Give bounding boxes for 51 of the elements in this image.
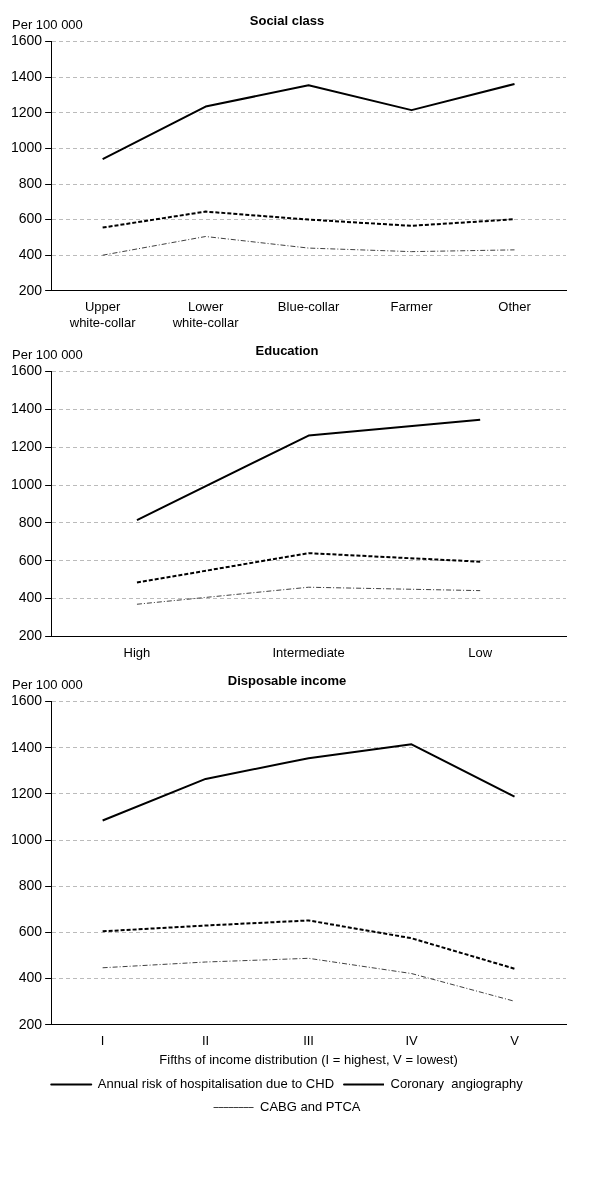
y-tick-label: 800 xyxy=(18,877,43,894)
x-tick-label: Other xyxy=(498,299,532,315)
x-axis-title: Fifths of income distribution (I = highest, V = lowest) xyxy=(159,1051,458,1067)
y-tick-label: 200 xyxy=(18,281,43,298)
line-series xyxy=(101,210,516,229)
line-series xyxy=(102,236,516,256)
y-tick-label: 400 xyxy=(18,589,43,606)
x-tick-label: II xyxy=(201,1033,210,1049)
y-tick-label: 1200 xyxy=(10,103,43,120)
x-tick-label: IV xyxy=(405,1033,419,1049)
y-tick-label: 1400 xyxy=(10,400,43,417)
x-tick-label: Blue-collar xyxy=(277,299,340,315)
x-tick-label: Low xyxy=(468,644,493,660)
y-axis-title: Per 100 000 xyxy=(12,346,83,362)
x-tick-label: V xyxy=(510,1033,520,1049)
legend-label: Coronary angiography xyxy=(390,1076,524,1092)
chart-title: Social class xyxy=(249,13,325,29)
y-tick-label: 1600 xyxy=(10,692,43,709)
line-series xyxy=(101,919,516,970)
y-tick-label: 1400 xyxy=(10,68,43,85)
y-tick-label: 1000 xyxy=(10,475,43,492)
x-tick-label: I xyxy=(100,1033,105,1049)
y-tick-label: 800 xyxy=(18,174,43,191)
chart-title: Education xyxy=(255,343,319,359)
y-tick-label: 400 xyxy=(18,969,43,986)
chart-title: Disposable income xyxy=(227,673,347,689)
y-axis-title: Per 100 000 xyxy=(12,16,83,32)
x-tick-label: High xyxy=(123,644,151,660)
y-tick-label: 600 xyxy=(18,923,43,940)
line-series xyxy=(102,957,516,1002)
x-tick-label: Intermediate xyxy=(272,644,345,660)
legend-label: Annual risk of hospitalisation due to CHD xyxy=(97,1076,335,1092)
y-tick-label: 1000 xyxy=(10,830,43,847)
y-tick-label: 800 xyxy=(18,513,43,530)
x-tick-label: III xyxy=(303,1033,314,1049)
x-tick-label: Lower white-collar xyxy=(171,299,240,330)
y-tick-label: 1600 xyxy=(10,362,43,379)
y-tick-label: 1600 xyxy=(10,32,43,49)
y-tick-label: 600 xyxy=(18,210,43,227)
legend-label: CABG and PTCA xyxy=(260,1099,361,1115)
y-axis-title: Per 100 000 xyxy=(12,676,83,692)
y-tick-label: 1200 xyxy=(10,438,43,455)
y-tick-label: 600 xyxy=(18,551,43,568)
y-tick-label: 200 xyxy=(18,1015,43,1032)
y-tick-label: 1400 xyxy=(10,738,43,755)
x-tick-label: Farmer xyxy=(390,299,434,315)
x-tick-label: Upper white-collar xyxy=(68,299,137,330)
y-tick-label: 400 xyxy=(18,246,43,263)
y-tick-label: 1000 xyxy=(10,139,43,156)
y-tick-label: 200 xyxy=(18,627,43,644)
y-tick-label: 1200 xyxy=(10,784,43,801)
